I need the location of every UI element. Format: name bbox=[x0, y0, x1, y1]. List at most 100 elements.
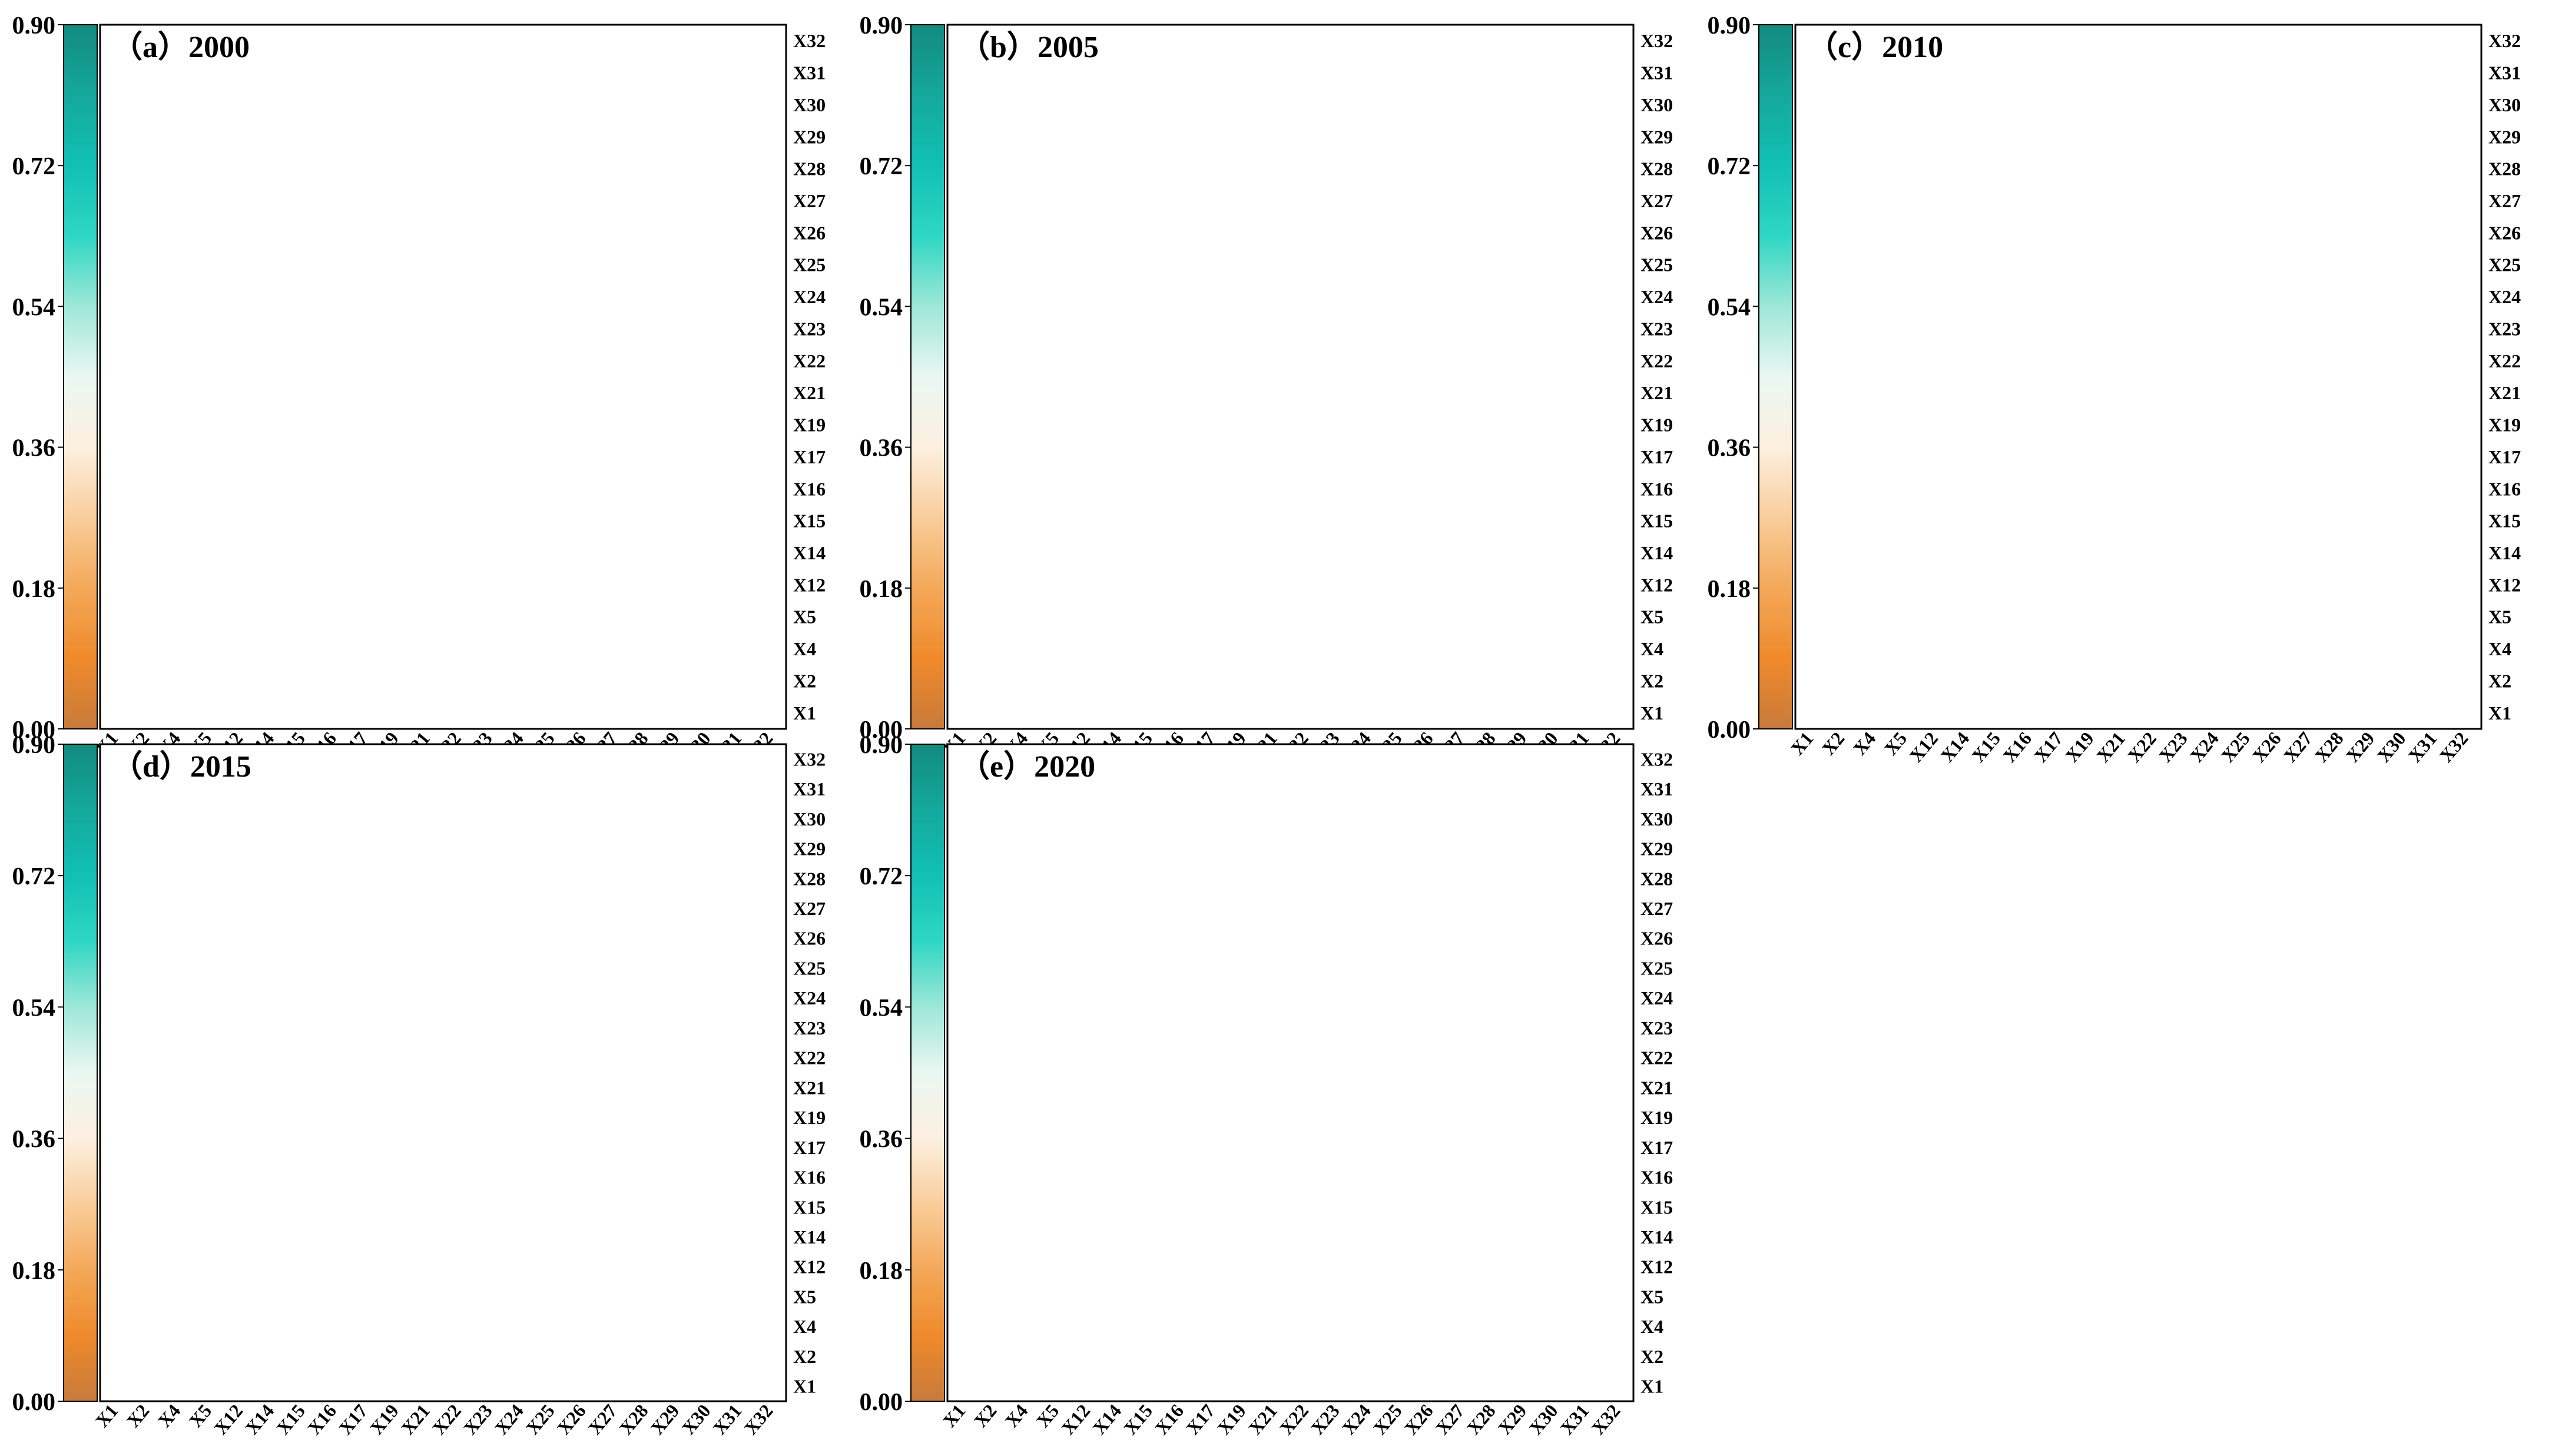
y-axis-label: X26 bbox=[793, 928, 826, 949]
y-axis-label: X17 bbox=[1640, 446, 1673, 467]
x-axis-label: X23 bbox=[2155, 728, 2192, 766]
x-axis-label: X28 bbox=[615, 1400, 652, 1438]
y-axis-label: X29 bbox=[2488, 126, 2521, 147]
y-axis-label: X5 bbox=[1640, 606, 1663, 628]
colorbar-tick-label: 0.72 bbox=[1708, 153, 1751, 180]
plot-frame bbox=[946, 24, 1635, 730]
x-axis-label: X29 bbox=[1494, 1400, 1531, 1438]
y-axis-label: X14 bbox=[1640, 1226, 1673, 1248]
x-axis-label: X15 bbox=[1119, 1400, 1156, 1438]
y-axis-label: X4 bbox=[793, 1316, 816, 1337]
y-axis-label: X5 bbox=[793, 1286, 816, 1307]
y-axis-label: X32 bbox=[793, 30, 826, 51]
y-axis-label: X15 bbox=[2488, 510, 2521, 532]
y-axis-label: X25 bbox=[793, 254, 826, 276]
x-axis-label: X30 bbox=[1525, 1400, 1562, 1438]
x-axis-label: X29 bbox=[647, 1400, 684, 1438]
x-axis-label: X12 bbox=[210, 1400, 247, 1438]
x-axis-label: X21 bbox=[397, 1400, 434, 1438]
x-axis-label: X21 bbox=[2092, 728, 2129, 766]
colorbar bbox=[910, 24, 945, 729]
y-axis-label: X29 bbox=[793, 838, 826, 860]
y-axis-label: X23 bbox=[793, 318, 826, 339]
x-axis-label: X2 bbox=[1818, 728, 1849, 759]
y-axis-label: X17 bbox=[1640, 1137, 1673, 1158]
colorbar-tick-label: 0.18 bbox=[12, 1258, 56, 1285]
x-axis-label: X28 bbox=[2311, 728, 2348, 766]
y-axis-label: X24 bbox=[1640, 286, 1673, 307]
colorbar bbox=[1758, 24, 1793, 729]
x-axis-label: X30 bbox=[678, 1400, 715, 1438]
y-axis-label: X1 bbox=[793, 702, 816, 724]
x-axis-label: X17 bbox=[1182, 1400, 1219, 1438]
x-axis-label: X16 bbox=[1998, 728, 2036, 766]
x-axis-label: X26 bbox=[2248, 728, 2285, 766]
colorbar bbox=[910, 744, 945, 1402]
y-axis-label: X28 bbox=[793, 158, 826, 180]
colorbar-tick-label: 0.54 bbox=[860, 994, 903, 1021]
colorbar-tick-label: 0.54 bbox=[860, 294, 903, 321]
heatmap-panel-3: 0.000.180.360.540.720.90X1X2X4X5X12X14X1… bbox=[1708, 12, 2521, 766]
y-axis-label: X21 bbox=[793, 382, 826, 403]
y-axis-label: X30 bbox=[1640, 94, 1673, 115]
colorbar bbox=[63, 744, 98, 1402]
y-axis-label: X28 bbox=[1640, 868, 1673, 889]
x-axis-label: X21 bbox=[1244, 1400, 1281, 1438]
y-axis-label: X1 bbox=[793, 1376, 816, 1397]
heatmap-panel-5: 0.000.180.360.540.720.90X1X2X4X5X12X14X1… bbox=[860, 732, 1673, 1438]
x-axis-label: X27 bbox=[584, 1400, 621, 1438]
x-axis-label: X2 bbox=[970, 1400, 1001, 1431]
y-axis-label: X19 bbox=[1640, 414, 1673, 436]
y-axis-label: X32 bbox=[1640, 30, 1673, 51]
panel-title: （e）2020 bbox=[959, 749, 1095, 784]
y-axis-label: X19 bbox=[793, 414, 826, 436]
colorbar-tick-label: 0.72 bbox=[12, 153, 56, 180]
y-axis-label: X15 bbox=[793, 1196, 826, 1218]
x-axis-label: X14 bbox=[1088, 1400, 1125, 1438]
x-axis-label: X15 bbox=[1967, 728, 2004, 766]
y-axis-label: X28 bbox=[793, 868, 826, 889]
y-axis-label: X16 bbox=[1640, 478, 1673, 499]
x-axis-label: X28 bbox=[1463, 1400, 1500, 1438]
y-axis-label: X31 bbox=[2488, 62, 2521, 84]
colorbar bbox=[63, 24, 98, 729]
x-axis-label: X4 bbox=[154, 1400, 185, 1431]
y-axis-label: X29 bbox=[1640, 838, 1673, 860]
y-axis-label: X5 bbox=[2488, 606, 2511, 628]
y-axis-label: X14 bbox=[793, 542, 826, 563]
y-axis-label: X16 bbox=[793, 1167, 826, 1188]
x-axis-label: X24 bbox=[2186, 728, 2223, 766]
y-axis-label: X21 bbox=[793, 1077, 826, 1098]
x-axis-label: X27 bbox=[1431, 1400, 1469, 1438]
y-axis-label: X1 bbox=[1640, 702, 1663, 724]
y-axis-label: X23 bbox=[1640, 318, 1673, 339]
colorbar-tick-label: 0.36 bbox=[1708, 435, 1751, 462]
y-axis-label: X30 bbox=[793, 808, 826, 830]
x-axis-label: X25 bbox=[1369, 1400, 1406, 1438]
x-axis-label: X4 bbox=[1849, 728, 1880, 759]
y-axis-label: X28 bbox=[2488, 158, 2521, 180]
colorbar-tick-label: 0.90 bbox=[12, 732, 56, 759]
y-axis-label: X31 bbox=[793, 778, 826, 800]
y-axis-label: X21 bbox=[1640, 382, 1673, 403]
y-axis-label: X32 bbox=[2488, 30, 2521, 51]
colorbar-tick-label: 0.00 bbox=[860, 717, 903, 744]
y-axis-label: X24 bbox=[793, 286, 826, 307]
y-axis-label: X22 bbox=[793, 350, 826, 372]
y-axis-label: X27 bbox=[2488, 190, 2521, 211]
colorbar-tick-label: 0.00 bbox=[12, 717, 56, 744]
y-axis-label: X30 bbox=[793, 94, 826, 115]
x-axis-label: X1 bbox=[939, 1400, 970, 1431]
x-axis-label: X4 bbox=[1001, 1400, 1032, 1431]
colorbar-tick-label: 0.36 bbox=[860, 435, 903, 462]
colorbar-tick-label: 0.36 bbox=[12, 1126, 56, 1153]
x-axis-label: X17 bbox=[2030, 728, 2067, 766]
x-axis-label: X17 bbox=[334, 1400, 372, 1438]
x-axis-label: X19 bbox=[366, 1400, 403, 1438]
x-axis-label: X15 bbox=[272, 1400, 309, 1438]
y-axis-label: X31 bbox=[1640, 778, 1673, 800]
x-axis-label: X24 bbox=[490, 1400, 528, 1438]
y-axis-label: X2 bbox=[1640, 670, 1663, 691]
y-axis-label: X19 bbox=[2488, 414, 2521, 436]
y-axis-label: X17 bbox=[793, 446, 826, 467]
